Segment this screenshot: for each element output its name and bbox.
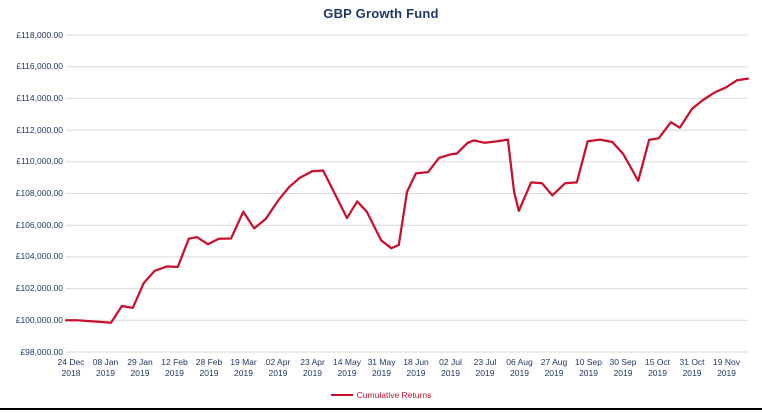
y-axis-tick-label: £102,000.00 — [15, 283, 63, 294]
x-axis-tick-label: 24 Dec 2018 — [57, 357, 85, 378]
y-axis-tick-label: £110,000.00 — [16, 156, 63, 167]
x-axis-tick-label: 23 Apr 2019 — [300, 357, 325, 378]
x-axis-tick-label: 06 Aug 2019 — [506, 357, 533, 378]
x-axis-tick-label: 31 May 2019 — [367, 357, 396, 378]
x-axis-tick-label: 28 Feb 2019 — [195, 357, 223, 378]
x-axis-tick-label: 02 Apr 2019 — [265, 357, 291, 378]
y-axis-tick-label: £98,000.00 — [20, 346, 63, 357]
y-axis-tick-label: £108,000.00 — [15, 188, 63, 198]
chart-canvas — [64, 34, 750, 353]
x-axis-tick-label: 18 Jun 2019 — [403, 357, 429, 378]
legend-line-swatch — [330, 394, 353, 396]
y-axis-tick-label: £114,000.00 — [16, 92, 63, 103]
y-axis-tick-label: £112,000.00 — [16, 124, 63, 135]
x-axis-tick-label: 30 Sep 2019 — [609, 357, 637, 378]
x-axis-tick-label: 23 Jul 2019 — [473, 357, 497, 378]
plot-area — [64, 34, 750, 353]
x-axis-tick-label: 14 May 2019 — [333, 357, 361, 378]
x-axis-tick-label: 10 Sep 2019 — [575, 357, 603, 378]
x-axis-tick-label: 02 Jul 2019 — [439, 357, 462, 378]
x-axis-tick-label: 31 Oct 2019 — [679, 357, 705, 378]
x-axis-tick-label: 15 Oct 2019 — [645, 357, 671, 378]
x-axis: 24 Dec 2018 08 Jan 2019 29 Jan 2019 12 Feb 2019… — [58, 357, 748, 383]
bottom-border-rule — [0, 408, 762, 410]
y-axis-tick-label: £116,000.00 — [16, 61, 63, 72]
y-axis-tick-label: £100,000.00 — [15, 314, 63, 325]
y-axis-tick-label: £106,000.00 — [15, 219, 63, 230]
chart-title: GBP Growth Fund — [323, 6, 439, 21]
cumulative-returns-line — [64, 77, 750, 324]
x-axis-tick-label: 19 Nov 2019 — [713, 357, 740, 378]
x-axis-tick-label: 27 Aug 2019 — [540, 357, 568, 378]
x-axis-tick-label: 12 Feb 2019 — [161, 357, 188, 378]
legend-label: Cumulative Returns — [356, 390, 432, 400]
y-axis-tick-label: £118,000.00 — [16, 29, 63, 40]
x-axis-tick-label: 08 Jan 2019 — [92, 357, 119, 378]
legend: Cumulative Returns — [0, 389, 762, 401]
y-axis-tick-label: £104,000.00 — [15, 251, 63, 262]
x-axis-tick-label: 19 Mar 2019 — [230, 357, 257, 378]
x-axis-tick-label: 29 Jan 2019 — [127, 357, 153, 378]
y-axis: £118,000.00 £116,000.00 £114,000.00 £112,00… — [0, 0, 66, 380]
